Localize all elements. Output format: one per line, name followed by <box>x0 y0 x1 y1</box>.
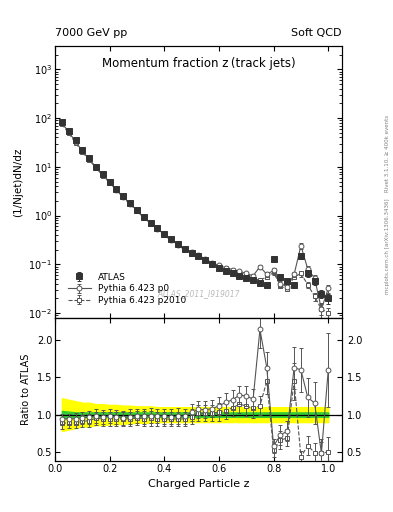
Y-axis label: (1/Njet)dN/dz: (1/Njet)dN/dz <box>13 147 23 217</box>
Text: 7000 GeV pp: 7000 GeV pp <box>55 28 127 38</box>
Text: Momentum fraction z (track jets): Momentum fraction z (track jets) <box>102 57 295 70</box>
Text: Rivet 3.1.10, ≥ 400k events: Rivet 3.1.10, ≥ 400k events <box>385 115 390 192</box>
Text: mcplots.cern.ch [arXiv:1306.3436]: mcplots.cern.ch [arXiv:1306.3436] <box>385 198 390 293</box>
Y-axis label: Ratio to ATLAS: Ratio to ATLAS <box>21 354 31 425</box>
X-axis label: Charged Particle z: Charged Particle z <box>148 479 249 489</box>
Legend: ATLAS, Pythia 6.423 p0, Pythia 6.423 p2010: ATLAS, Pythia 6.423 p0, Pythia 6.423 p20… <box>65 270 189 308</box>
Text: ATLAS_2011_I919017: ATLAS_2011_I919017 <box>157 289 240 298</box>
Text: Soft QCD: Soft QCD <box>292 28 342 38</box>
